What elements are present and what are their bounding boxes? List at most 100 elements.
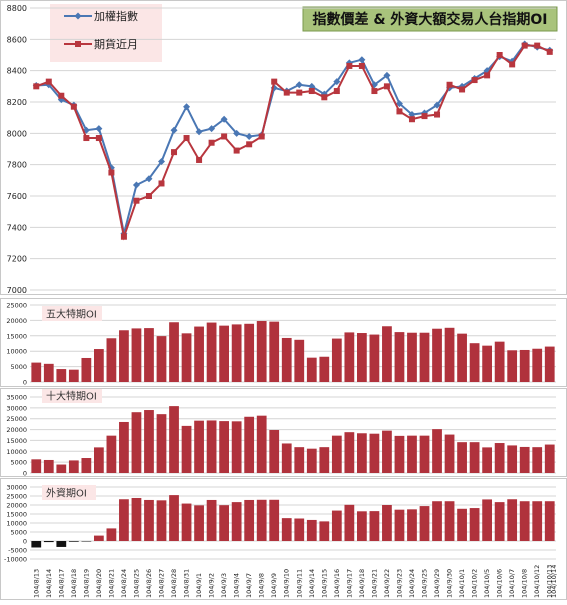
panel2-y-tick-label: 35000	[6, 394, 27, 402]
x-tick-label: 104/9/2	[208, 573, 216, 598]
panel2-y-tick-label: 0	[23, 470, 27, 478]
panel1-bar	[457, 333, 467, 382]
panel1-bar	[344, 332, 355, 382]
panel3-bar	[106, 528, 117, 541]
series-2-point	[196, 156, 203, 163]
panel2-bar	[457, 442, 467, 473]
panel1-y-tick-label: 20000	[6, 317, 27, 325]
x-tick-label: 104/10/5	[483, 569, 491, 598]
panel2-bar	[469, 442, 480, 473]
panel2-bar	[419, 435, 430, 473]
line-chart-grid	[30, 7, 556, 291]
series-1-point	[170, 126, 178, 134]
panel3-bar	[269, 499, 280, 541]
line-chart-y-tick-label: 8200	[7, 98, 27, 107]
panel2-bar	[281, 443, 292, 473]
panel3-bar	[119, 499, 129, 541]
line-chart-series	[32, 40, 554, 241]
series-2-point	[484, 72, 491, 79]
panel1-bar	[169, 322, 179, 382]
x-tick-label: 104/8/27	[158, 569, 166, 598]
chart-title: 指數價差 & 外資大額交易人台指期OI	[312, 11, 547, 28]
panel3-bar	[181, 503, 192, 541]
panel2-bar	[43, 459, 54, 473]
series-2-point	[396, 108, 403, 115]
panel3-bar	[306, 519, 317, 541]
panel1-bar	[432, 328, 442, 382]
panel3-bar	[219, 505, 230, 541]
series-2-point	[346, 62, 353, 69]
x-tick-label: 104/10/1	[458, 569, 466, 598]
panel3-bar	[419, 506, 430, 541]
panel3-bar	[382, 505, 392, 541]
legend-label-2: 期貨近月	[94, 37, 138, 51]
panel3-bar	[394, 509, 405, 541]
panel2-bar	[407, 435, 417, 473]
series-2-point	[383, 83, 390, 90]
panel2-bar	[356, 433, 367, 473]
series-1-point	[220, 115, 228, 123]
x-tick-label: 104/9/10	[283, 569, 291, 598]
panel2-bar	[432, 429, 442, 473]
x-tick-label: 104/8/24	[120, 569, 128, 598]
panel2-bar	[244, 416, 255, 473]
panel3-bar	[331, 510, 342, 541]
series-2-point	[208, 139, 215, 146]
series-1-point	[208, 125, 216, 133]
panel3-bar	[156, 500, 167, 541]
x-tick-label: 104/9/22	[383, 569, 391, 598]
panel3-bar	[469, 508, 480, 541]
panel2-bar	[294, 447, 305, 473]
legend-box	[50, 4, 162, 62]
panel2-bar	[156, 414, 167, 473]
panel1-bar	[319, 356, 330, 382]
panel2-bar	[306, 448, 317, 473]
line-chart-y-tick-label: 7400	[7, 223, 27, 232]
panel3-bar	[407, 509, 417, 541]
panel2-bar	[344, 432, 355, 473]
line-chart-y-tick-label: 8000	[7, 129, 27, 138]
panel3-y-tick-label: 25000	[6, 493, 27, 501]
panel1-bar	[93, 349, 104, 382]
series-1-point	[395, 100, 403, 108]
series-2-point	[233, 147, 240, 154]
panel3-y-tick-label: 10000	[6, 520, 27, 528]
panel3-bar	[68, 541, 79, 542]
panel3-label: 外資期OI	[46, 488, 87, 500]
x-tick-label: 104/10/8	[521, 569, 529, 598]
panel1-bar	[394, 332, 405, 382]
panel1-y-tick-label: 25000	[6, 302, 27, 310]
panel1-bar	[269, 321, 280, 382]
x-tick-label: 104/9/24	[408, 569, 416, 598]
x-tick-label: 104/9/15	[320, 569, 328, 598]
series-1-point	[433, 101, 441, 109]
panel2-bar	[144, 410, 154, 473]
panel2-bar	[231, 421, 242, 473]
panel3-y-tick-label: 5000	[10, 529, 27, 537]
series-2-point	[45, 78, 52, 85]
series-1-point	[233, 129, 241, 137]
series-2-point	[171, 149, 178, 156]
panel2-bar	[194, 420, 204, 473]
panel3-bar	[169, 495, 179, 541]
panel1-bar	[181, 333, 192, 382]
panel2-bar	[382, 430, 392, 473]
x-tick-label: 104/9/11	[295, 569, 303, 598]
panel1-bar	[444, 327, 455, 382]
panel2-bar	[169, 406, 179, 473]
panel3-bar	[369, 511, 380, 541]
series-2-point	[183, 135, 190, 142]
panel3-bar	[131, 497, 142, 541]
series-2-point	[358, 62, 365, 69]
x-tick-label: 104/8/13	[32, 569, 40, 598]
panel2-bar	[544, 444, 555, 473]
panel2-bar	[369, 433, 380, 473]
x-tick-label: 104/9/14	[308, 569, 316, 598]
series-2-point	[83, 135, 90, 142]
series-2-point	[546, 48, 553, 55]
panel2-bar	[331, 435, 342, 473]
panel1-bar	[482, 345, 493, 382]
panel3-bar	[281, 518, 292, 541]
x-tick-label: 104/9/4	[233, 573, 241, 598]
panel3-bar	[93, 535, 104, 541]
